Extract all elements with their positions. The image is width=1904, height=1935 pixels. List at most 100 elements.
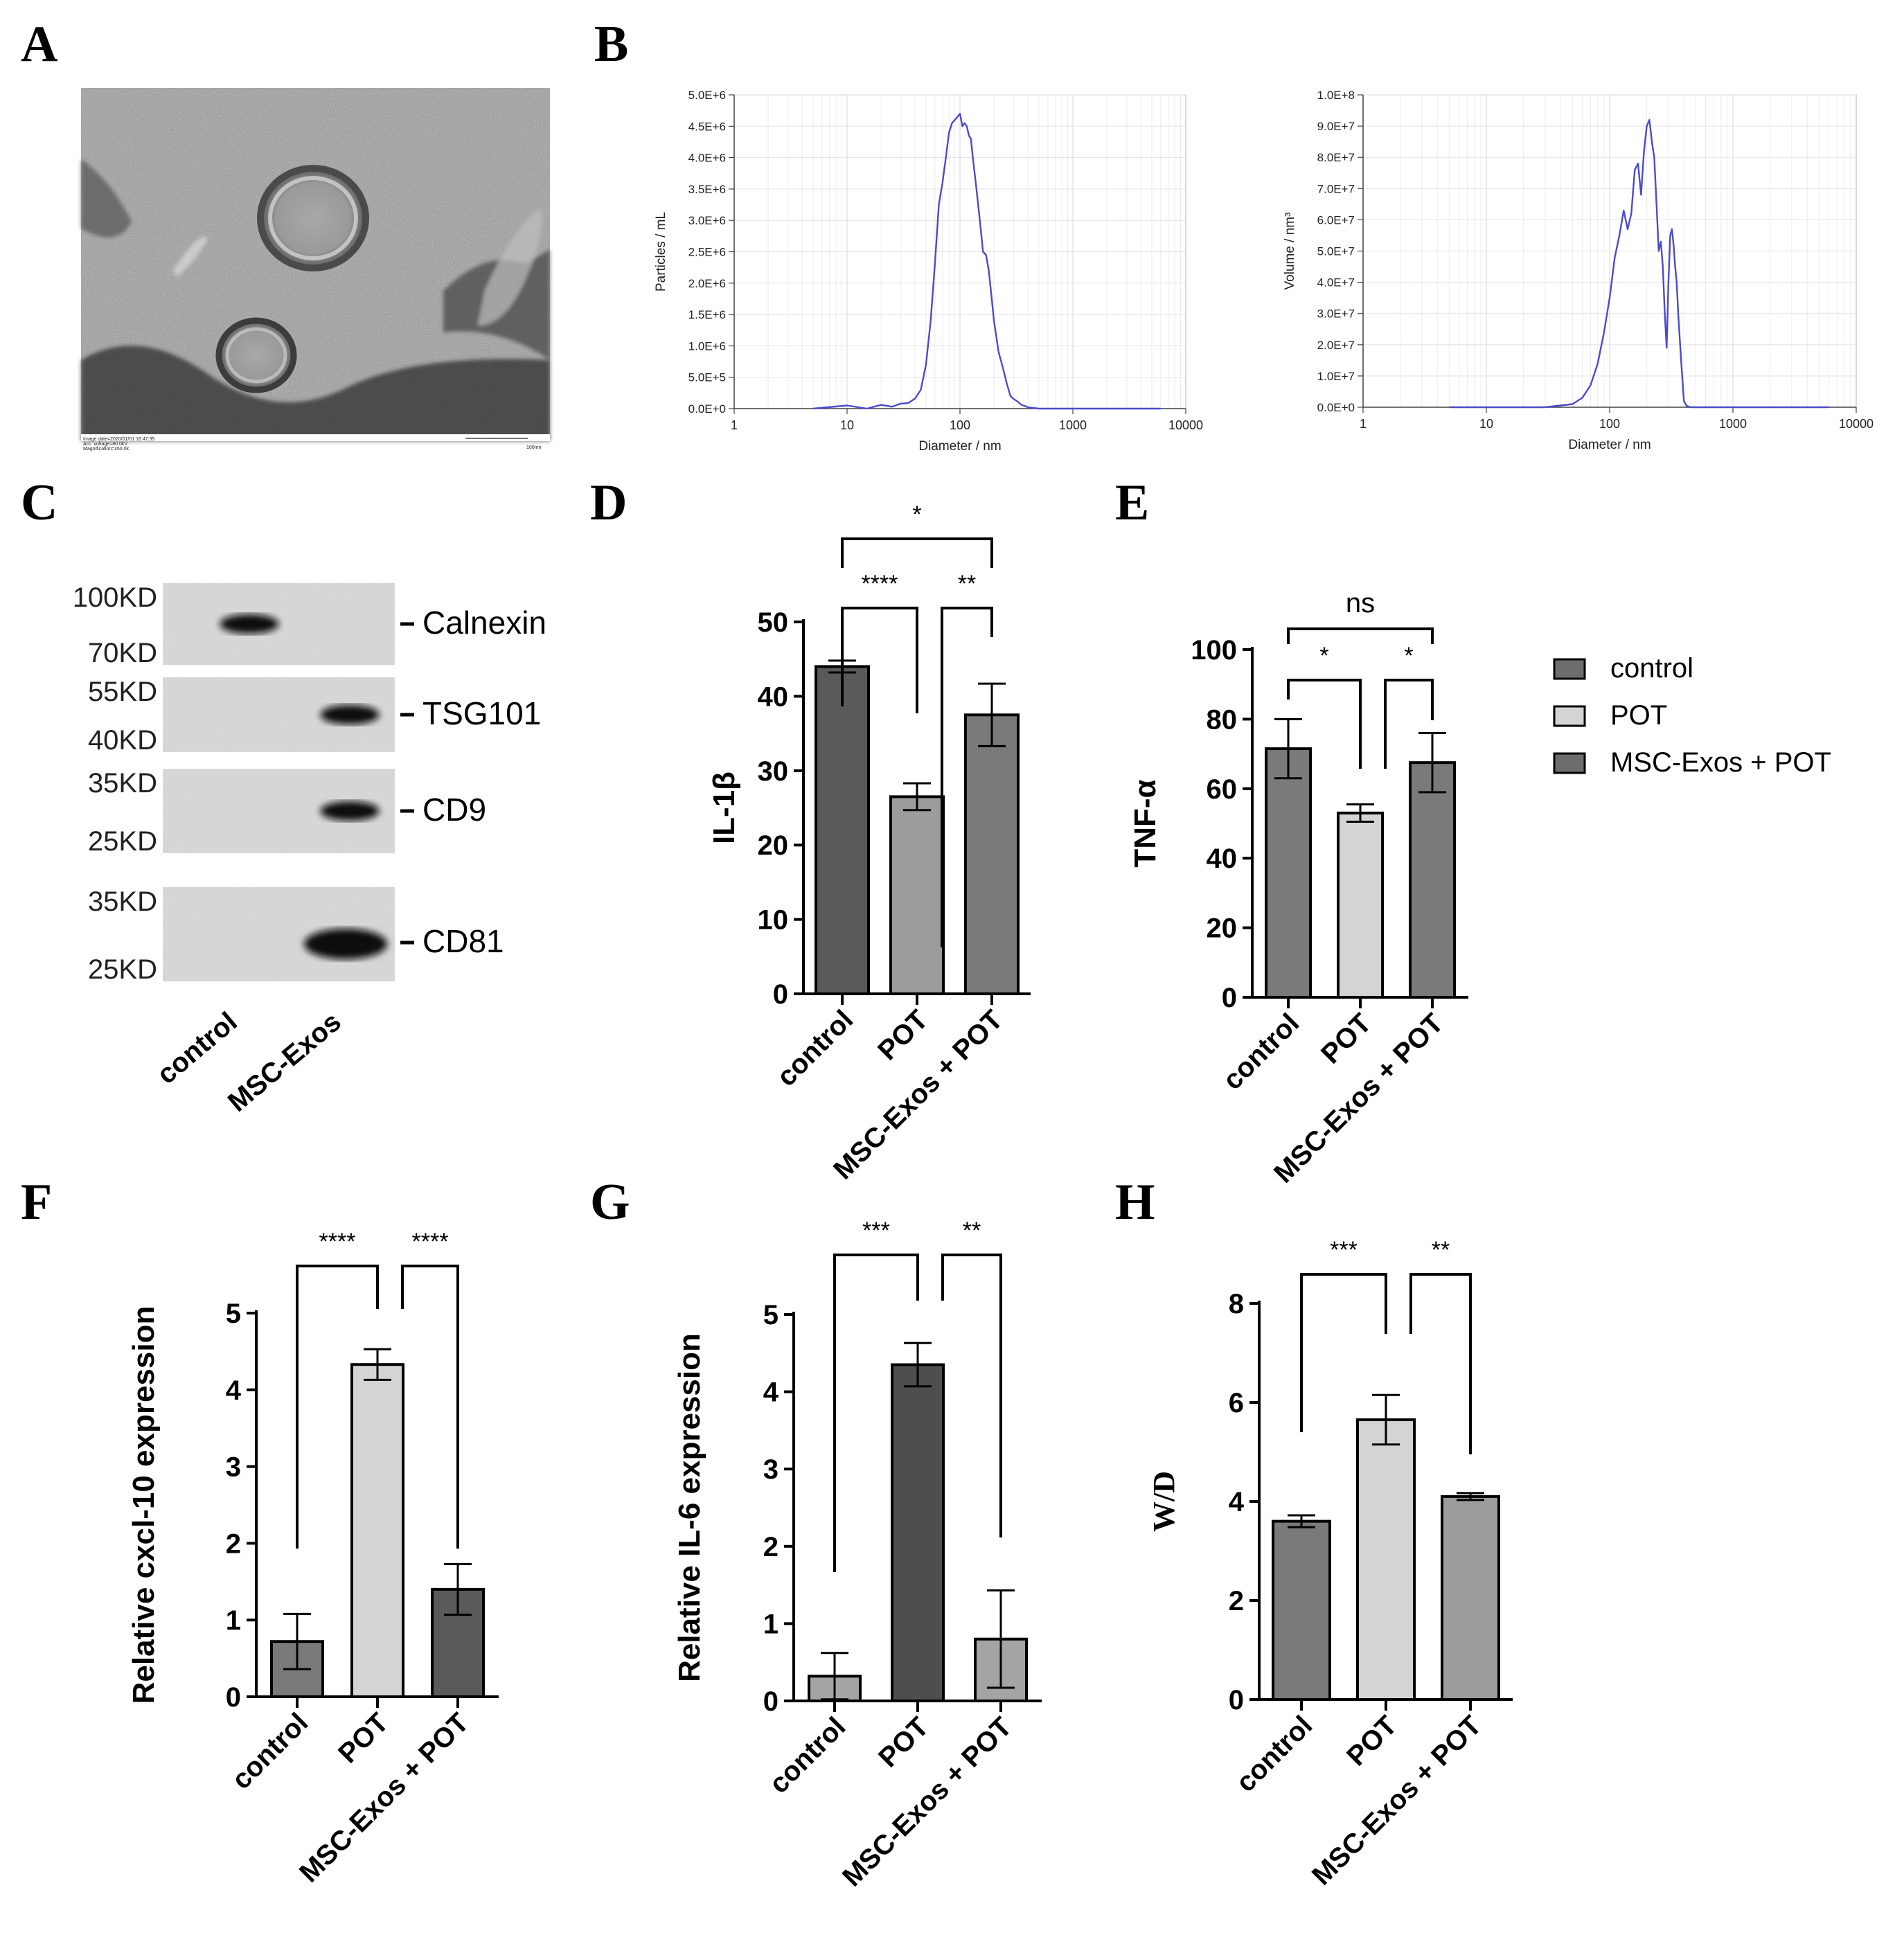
y-tick-label: 4: [1229, 1487, 1245, 1517]
panel-letter-f: F: [21, 1174, 52, 1231]
y-tick-label: 2.5E+6: [688, 246, 726, 259]
bar-1: [1356, 1418, 1416, 1701]
y-tick-label: 30: [758, 756, 789, 787]
significance-bracket: [1287, 679, 1362, 769]
x-tick-label: POT: [332, 1707, 394, 1769]
significance-label: **: [963, 1218, 981, 1244]
significance-label: **: [1432, 1237, 1450, 1263]
x-axis-label: Diameter / nm: [1568, 438, 1651, 452]
y-axis-label: Volume / nm³: [1283, 213, 1297, 290]
x-tick-label: control: [1217, 1008, 1305, 1096]
nta-particles-plot: 0.0E+0 5.0E+5 1.0E+6 1.5E+6 2.0E+6 2.5E+6 3.0E…: [654, 89, 1203, 454]
y-tick-label: 40: [1207, 844, 1238, 874]
y-tick-label: 9.0E+7: [1317, 120, 1355, 133]
y-tick-label: 0: [1229, 1685, 1244, 1715]
y-tick-label: 1: [763, 1609, 778, 1639]
x-tick-label: 1000: [1059, 418, 1087, 432]
legend-label-2: MSC-Exos + POT: [1610, 747, 1831, 778]
legend: control POT MSC-Exos + POT: [1553, 653, 1831, 778]
significance-bracket: [401, 1265, 459, 1549]
significance-label: *: [1319, 643, 1328, 669]
bar-2: [1409, 761, 1456, 999]
bar-0: [1272, 1519, 1331, 1702]
significance-label: *: [912, 501, 921, 528]
tem-caption-line-3: Magnification=x50.0k: [83, 447, 129, 452]
legend-label-0: control: [1610, 653, 1693, 684]
x-tick-label: POT: [873, 1711, 934, 1773]
significance-label: **: [958, 571, 976, 597]
panel-letter-c: C: [21, 474, 57, 531]
y-tick-label: 3: [226, 1452, 241, 1483]
x-tick-label: 1: [1360, 417, 1367, 431]
marker-top: 35KD: [88, 886, 157, 917]
y-tick-label: 5: [226, 1299, 241, 1329]
y-tick-label: 60: [1207, 774, 1238, 805]
series-line: [1449, 118, 1829, 409]
blot-band: [320, 801, 380, 821]
y-axis-label: Particles / mL: [654, 212, 668, 292]
panel-letter-d: D: [590, 474, 627, 531]
y-tick-label: 20: [1207, 913, 1238, 944]
significance-label: ns: [1346, 588, 1375, 618]
y-tick-label: 1.5E+6: [688, 308, 726, 321]
significance-bracket: [941, 607, 993, 947]
significance-bracket: [296, 1265, 379, 1549]
y-tick-label: 8.0E+7: [1317, 151, 1355, 164]
y-tick-label: 3.0E+6: [688, 214, 726, 227]
significance-label: ****: [412, 1229, 449, 1255]
bar-2: [1441, 1495, 1500, 1702]
y-tick-label: 4.5E+6: [688, 120, 726, 133]
significance-bracket: [1409, 1273, 1472, 1454]
y-tick-label: 0: [773, 979, 788, 1010]
panel-letter-b: B: [594, 16, 628, 73]
x-tick-label: 1: [731, 418, 738, 432]
y-tick-label: 0: [763, 1686, 778, 1717]
significance-bracket: [1300, 1273, 1387, 1432]
vesicle-large: [257, 165, 369, 271]
bar-1: [891, 1363, 945, 1703]
significance-bracket: [833, 1254, 919, 1572]
significance-label: ***: [1330, 1237, 1358, 1263]
significance-bracket: [841, 607, 918, 713]
y-tick-label: 2: [226, 1528, 241, 1559]
tem-caption-line-2: Acc. voltage=80.0kV: [83, 442, 127, 447]
bar-1: [889, 795, 945, 995]
y-axis-label: TNF-α: [1128, 779, 1162, 867]
x-tick-label: 10: [840, 418, 854, 432]
y-tick-label: 7.0E+7: [1317, 182, 1355, 195]
x-tick-label: 1000: [1719, 417, 1747, 431]
panel-letter-a: A: [21, 16, 57, 73]
y-axis-label: W/D: [1147, 1471, 1181, 1532]
blot-protein-label: TSG101: [422, 695, 541, 731]
y-tick-label: 100: [1191, 635, 1237, 666]
y-tick-label: 2.0E+7: [1317, 339, 1355, 352]
x-tick-label: control: [1230, 1710, 1318, 1798]
x-tick-label: control: [771, 1004, 859, 1092]
y-tick-label: 20: [758, 830, 789, 861]
y-tick-label: 0: [1222, 983, 1237, 1013]
y-tick-label: 1: [226, 1605, 241, 1636]
significance-bracket: [1384, 679, 1434, 769]
marker-top: 100KD: [73, 582, 157, 613]
lane-label: control: [152, 1006, 243, 1090]
bar-0: [1265, 747, 1312, 999]
y-tick-label: 2: [1229, 1586, 1244, 1616]
blot-band: [304, 929, 387, 959]
y-tick-label: 8: [1229, 1289, 1244, 1319]
blot-protein-label: Calnexin: [422, 605, 546, 641]
legend-swatch-0: [1553, 658, 1586, 680]
y-tick-label: 40: [758, 681, 789, 712]
y-tick-label: 10: [758, 905, 789, 936]
blot-band: [220, 614, 279, 634]
y-tick-label: 4: [226, 1375, 242, 1406]
x-tick-label: 10: [1479, 417, 1493, 431]
panel-letter-e: E: [1115, 474, 1149, 531]
y-axis-label: IL-1β: [707, 772, 741, 844]
y-tick-label: 3.0E+7: [1317, 307, 1355, 321]
marker-bottom: 25KD: [88, 826, 157, 857]
western-blot: Calnexin 100KD 70KD TSG101 55KD 40KD CD9 35KD 25…: [73, 582, 546, 1118]
